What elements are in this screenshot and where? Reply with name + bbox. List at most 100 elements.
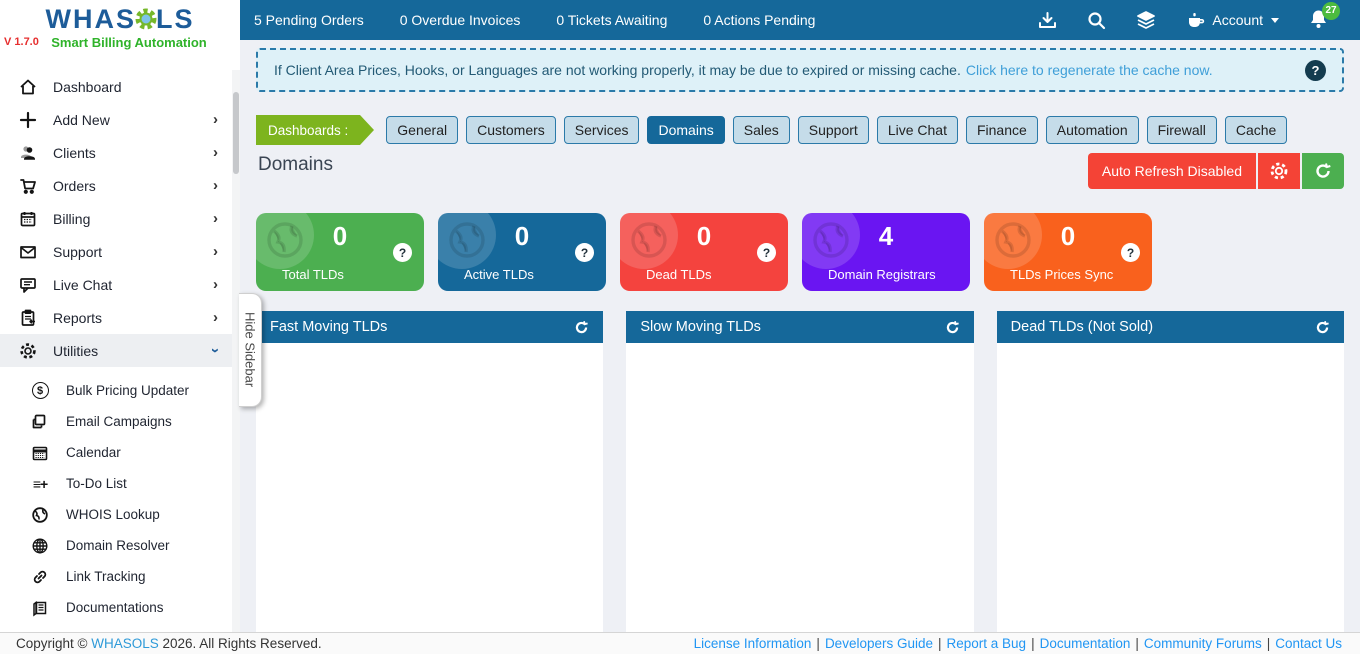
top-navbar: 5 Pending Orders 0 Overdue Invoices 0 Ti… [240,0,1360,40]
logo-block: WHAS LS V 1.7.0 Smart Billing Automation [0,0,240,70]
account-menu[interactable]: Account [1186,11,1279,29]
user-icon [18,144,38,162]
help-icon[interactable]: ? [1121,243,1140,262]
tab-domains[interactable]: Domains [647,116,725,144]
tab-general[interactable]: General [386,116,459,144]
sidebar-item-live-chat[interactable]: Live Chat › [0,268,232,301]
refresh-icon[interactable] [574,320,589,335]
submenu-item-bulk-pricing-updater[interactable]: $ Bulk Pricing Updater [0,375,232,406]
chevron-right-icon: › [213,276,218,293]
auto-refresh-button[interactable]: Auto Refresh Disabled [1087,153,1256,189]
stat-value: 0 [514,221,530,251]
sidebar-item-billing[interactable]: Billing › [0,202,232,235]
footer-brand-link[interactable]: WHASOLS [91,636,159,651]
panel-slow-moving-tlds: Slow Moving TLDs [626,311,974,632]
report-a-bug-link[interactable]: Report a Bug [946,636,1027,651]
hide-sidebar-toggle[interactable]: Hide Sidebar [239,293,262,407]
tab-support[interactable]: Support [797,116,869,144]
help-icon[interactable]: ? [393,243,412,262]
overdue-invoices-stat[interactable]: 0 Overdue Invoices [399,12,521,28]
submenu-item-email-campaigns[interactable]: Email Campaigns [0,406,232,437]
stat-label: Dead TLDs [646,267,712,282]
notification-count-badge: 27 [1322,1,1340,20]
sidebar: Dashboard Add New › Clients › Orders › [0,70,232,632]
calendar-icon [18,210,38,228]
license-information-link[interactable]: License Information [693,636,812,651]
panel-dead-tlds-not-sold: Dead TLDs (Not Sold) [996,311,1344,632]
tickets-awaiting-stat[interactable]: 0 Tickets Awaiting [556,12,668,28]
scrollbar-thumb[interactable] [233,92,239,174]
settings-gear-button[interactable] [1258,153,1300,189]
panel-title: Dead TLDs (Not Sold) [1010,319,1154,335]
gear-logo-icon [134,7,158,36]
tab-sales[interactable]: Sales [732,116,790,144]
footer: Copyright © WHASOLS 2026. All Rights Res… [0,632,1360,654]
regenerate-cache-link[interactable]: Click here to regenerate the cache now. [965,62,1213,78]
contact-us-link[interactable]: Contact Us [1275,636,1342,651]
refresh-button[interactable] [1302,153,1344,189]
tab-live-chat[interactable]: Live Chat [876,116,958,144]
help-icon[interactable]: ? [575,243,594,262]
tab-customers[interactable]: Customers [466,116,556,144]
tab-automation[interactable]: Automation [1045,116,1139,144]
stat-card-domain-registrars[interactable]: 4 Domain Registrars [802,213,970,291]
sidebar-item-dashboard[interactable]: Dashboard [0,70,232,103]
gear-icon [1270,162,1288,180]
sidebar-item-orders[interactable]: Orders › [0,169,232,202]
submenu-item-calendar[interactable]: Calendar [0,437,232,468]
developers-guide-link[interactable]: Developers Guide [824,636,933,651]
download-icon[interactable] [1038,11,1057,30]
stat-card-dead-tlds[interactable]: 0 ? Dead TLDs [620,213,788,291]
submenu-item-to-do-list[interactable]: ≡+ To-Do List [0,468,232,499]
plus-icon [18,111,38,129]
account-label: Account [1212,12,1263,28]
notice-text: If Client Area Prices, Hooks, or Languag… [274,62,961,78]
help-icon[interactable]: ? [757,243,776,262]
stat-card-tlds-prices-sync[interactable]: 0 ? TLDs Prices Sync [984,213,1152,291]
panel-fast-moving-tlds: Fast Moving TLDs [256,311,604,632]
sidebar-item-add-new[interactable]: Add New › [0,103,232,136]
main-content: If Client Area Prices, Hooks, or Languag… [240,40,1360,632]
notifications-bell[interactable]: 27 [1309,1,1340,32]
sidebar-scrollbar[interactable] [232,70,240,632]
tab-services[interactable]: Services [563,116,640,144]
utilities-submenu: $ Bulk Pricing Updater Email Campaigns C… [0,375,232,623]
home-icon [18,78,38,96]
stat-card-active-tlds[interactable]: 0 ? Active TLDs [438,213,606,291]
todo-list-icon: ≡+ [32,475,48,492]
stat-card-total-tlds[interactable]: 0 ? Total TLDs [256,213,424,291]
gear-icon [18,342,38,360]
page-title: Domains [258,154,333,175]
refresh-icon [1316,163,1331,178]
community-forums-link[interactable]: Community Forums [1143,636,1262,651]
sidebar-item-clients[interactable]: Clients › [0,136,232,169]
submenu-item-domain-resolver[interactable]: Domain Resolver [0,530,232,561]
search-icon[interactable] [1087,11,1106,30]
tab-cache[interactable]: Cache [1224,116,1288,144]
stat-value: 0 [1060,221,1076,251]
globe-icon [628,219,670,266]
campaign-icon [30,413,50,431]
tab-firewall[interactable]: Firewall [1146,116,1217,144]
pending-orders-stat[interactable]: 5 Pending Orders [254,12,364,28]
chevron-right-icon: › [213,111,218,128]
refresh-icon[interactable] [945,320,960,335]
panel-title: Slow Moving TLDs [640,319,761,335]
globe-icon [30,506,50,524]
submenu-item-link-tracking[interactable]: Link Tracking [0,561,232,592]
documentation-link[interactable]: Documentation [1039,636,1131,651]
refresh-icon[interactable] [1315,320,1330,335]
sidebar-item-utilities[interactable]: Utilities › [0,334,232,367]
tab-finance[interactable]: Finance [965,116,1038,144]
chevron-down-icon [1271,17,1279,23]
submenu-item-whois-lookup[interactable]: WHOIS Lookup [0,499,232,530]
stat-label: Active TLDs [464,267,534,282]
actions-pending-stat[interactable]: 0 Actions Pending [703,12,816,28]
sidebar-item-reports[interactable]: Reports › [0,301,232,334]
sidebar-item-support[interactable]: Support › [0,235,232,268]
submenu-item-documentations[interactable]: Documentations [0,592,232,623]
layers-icon[interactable] [1136,10,1156,30]
panel-title: Fast Moving TLDs [270,319,388,335]
stat-cards-row: 0 ? Total TLDs 0 ? Active TLDs [256,213,1152,291]
help-icon[interactable]: ? [1305,59,1326,81]
